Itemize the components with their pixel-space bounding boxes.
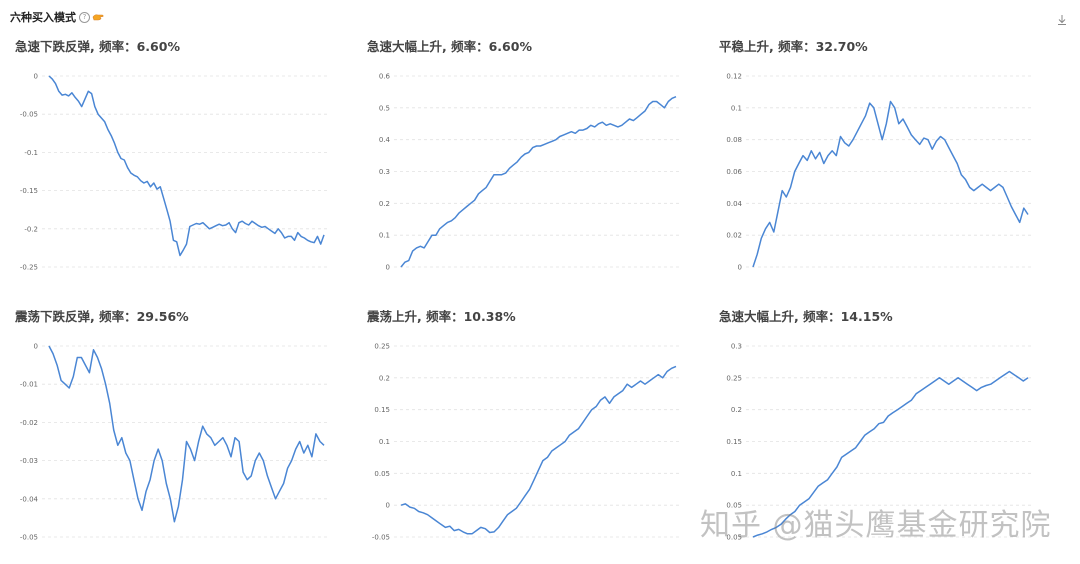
line-chart: 0 0.02 0.04 0.06 0.08 0.1 0.12: [726, 73, 1032, 272]
chart-title: 平稳上升, 频率：32.70%: [719, 39, 868, 54]
y-tick-label: 0.3: [379, 168, 390, 176]
y-tick-label: 0.1: [731, 470, 742, 478]
y-tick-label: 0.2: [731, 406, 742, 414]
chart-group-header: 六种买入模式 ?: [10, 8, 104, 26]
chart-title: 急速大幅上升, 频率：14.15%: [719, 309, 893, 324]
y-tick-label: 0: [386, 502, 390, 510]
y-tick-label: 0.05: [726, 502, 742, 510]
chart-panel-3: 平稳上升, 频率：32.70% 0 0.02 0.04 0.06 0.08 0.1 0.12: [714, 36, 1054, 288]
y-tick-label: 0.04: [726, 200, 742, 208]
y-tick-label: 0.15: [374, 406, 390, 414]
line-chart: 0 0.1 0.2 0.3 0.4 0.5 0.6: [379, 73, 680, 272]
y-tick-label: 0.1: [379, 232, 390, 240]
y-tick-label: -0.05: [20, 534, 38, 542]
series-line: [752, 370, 1029, 538]
line-chart: 0 -0.01 -0.02 -0.03 -0.04 -0.05: [20, 343, 328, 542]
y-tick-label: -0.05: [372, 534, 390, 542]
chart-panel-4: 震荡下跌反弹, 频率：29.56% 0 -0.01 -0.02 -0.03 -0.04 -…: [10, 306, 350, 558]
y-tick-label: 0.6: [379, 73, 391, 81]
download-icon[interactable]: [1056, 14, 1068, 26]
y-tick-label: 0.1: [731, 104, 742, 112]
chart-panel-6: 急速大幅上升, 频率：14.15% 0.3 0.25 0.2 0.15 0.1 0.05 0…: [714, 306, 1054, 558]
y-tick-label: 0.2: [379, 200, 390, 208]
y-tick-label: 0: [738, 264, 742, 272]
series-line: [752, 100, 1029, 268]
y-tick-label: 0.06: [726, 168, 742, 176]
y-tick-label: -0.01: [20, 381, 38, 389]
line-chart: 0.25 0.2 0.15 0.1 0.05 0 -0.05: [372, 343, 680, 542]
y-tick-label: -0.04: [20, 495, 39, 503]
series-line: [48, 345, 325, 523]
y-tick-label: 0.12: [726, 73, 742, 81]
y-tick-label: 0.15: [726, 438, 742, 446]
y-tick-label: 0.5: [379, 104, 390, 112]
y-tick-label: -0.02: [20, 419, 38, 427]
chart-title: 急速大幅上升, 频率：6.60%: [367, 39, 532, 54]
y-tick-label: 0: [34, 73, 38, 81]
y-tick-label: 0.08: [726, 136, 742, 144]
y-tick-label: 0.02: [726, 232, 742, 240]
y-tick-label: -0.25: [20, 264, 38, 272]
y-tick-label: 0.05: [374, 470, 390, 478]
y-tick-label: 0.3: [731, 343, 742, 351]
y-tick-label: -0.2: [24, 225, 38, 233]
y-tick-label: 0: [34, 343, 38, 351]
chart-panel-2: 急速大幅上升, 频率：6.60% 0 0.1 0.2 0.3 0.4 0.5 0.6: [362, 36, 702, 288]
y-tick-label: 0.1: [379, 438, 390, 446]
series-line: [48, 75, 325, 257]
watermark: 知乎 @猫头鹰基金研究院: [700, 508, 1052, 543]
chart-panel-5: 震荡上升, 频率：10.38% 0.25 0.2 0.15 0.1 0.05 0 -0.05: [362, 306, 702, 558]
chart-title: 急速下跌反弹, 频率：6.60%: [15, 39, 180, 54]
chart-title: 震荡下跌反弹, 频率：29.56%: [15, 309, 189, 324]
line-chart: 0.3 0.25 0.2 0.15 0.1 0.05 0.05: [726, 343, 1032, 542]
y-tick-label: 0.4: [379, 136, 391, 144]
y-tick-label: -0.03: [20, 457, 38, 465]
y-tick-label: 0.25: [374, 343, 390, 351]
question-circle-icon[interactable]: ?: [79, 11, 90, 23]
y-tick-label: 0.25: [726, 374, 742, 382]
series-line: [400, 96, 677, 268]
chart-panel-1: 急速下跌反弹, 频率：6.60% 0 -0.05 -0.1 -0.15 -0.2 -0.2…: [10, 36, 350, 288]
line-chart: 0 -0.05 -0.1 -0.15 -0.2 -0.25: [20, 73, 328, 272]
series-line: [400, 365, 677, 535]
y-tick-label: -0.05: [20, 111, 38, 119]
y-tick-label: -0.1: [24, 149, 38, 157]
y-tick-label: 0: [386, 264, 390, 272]
y-tick-label: 0.2: [379, 374, 390, 382]
y-tick-label: 0.05: [726, 534, 742, 542]
chart-title: 震荡上升, 频率：10.38%: [367, 309, 516, 324]
hand-point-icon: [92, 14, 104, 21]
chart-group-title: 六种买入模式: [10, 11, 76, 24]
y-tick-label: -0.15: [20, 187, 38, 195]
